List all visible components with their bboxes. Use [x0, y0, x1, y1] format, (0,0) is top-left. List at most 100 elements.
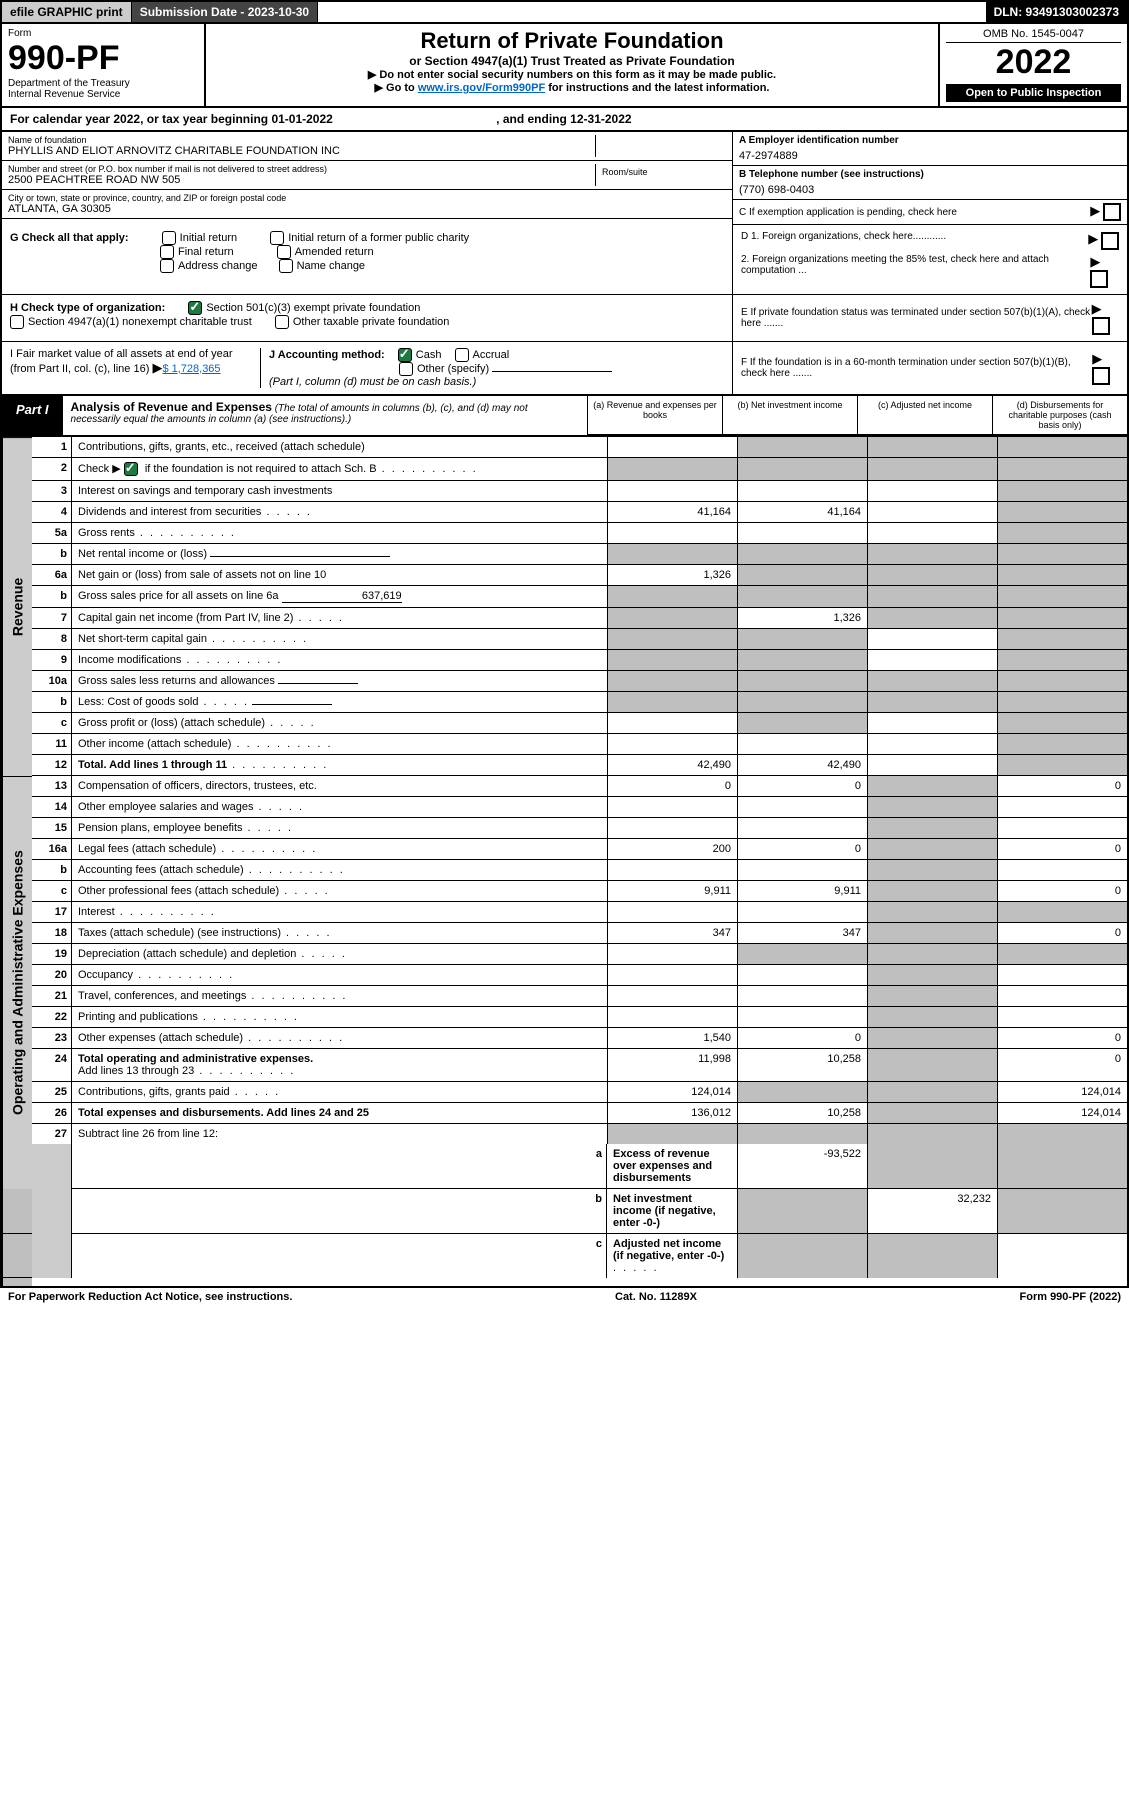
- line-11-num: 11: [32, 734, 72, 755]
- other-taxable-checkbox[interactable]: [275, 315, 289, 329]
- line-16a-desc: Legal fees (attach schedule): [72, 839, 607, 860]
- fmv-link[interactable]: $ 1,728,365: [162, 363, 220, 375]
- f-checkbox[interactable]: [1092, 367, 1110, 385]
- catalog-number: Cat. No. 11289X: [615, 1291, 697, 1303]
- line-23-num: 23: [32, 1028, 72, 1049]
- line-15-num: 15: [32, 818, 72, 839]
- room-label: Room/suite: [602, 167, 720, 177]
- e-label: E If private foundation status was termi…: [741, 307, 1092, 329]
- instr2-post: for instructions and the latest informat…: [548, 82, 769, 94]
- line-12-num: 12: [32, 755, 72, 776]
- 501c3-label: Section 501(c)(3) exempt private foundat…: [206, 302, 420, 314]
- line-5b-num: b: [32, 544, 72, 565]
- 501c3-checkbox[interactable]: [188, 301, 202, 315]
- line-16c-d: 0: [997, 881, 1127, 902]
- initial-return-checkbox[interactable]: [162, 231, 176, 245]
- line-23-d: 0: [997, 1028, 1127, 1049]
- line-7-num: 7: [32, 608, 72, 629]
- expenses-section-label: Operating and Administrative Expenses: [2, 776, 32, 1189]
- cash-checkbox[interactable]: [398, 348, 412, 362]
- line-6a-desc: Net gain or (loss) from sale of assets n…: [72, 565, 607, 586]
- line-2-desc: Check ▶ if the foundation is not require…: [72, 458, 607, 481]
- line-27c-desc: Adjusted net income (if negative, enter …: [607, 1234, 737, 1278]
- submission-date: Submission Date - 2023-10-30: [132, 2, 318, 22]
- amended-checkbox[interactable]: [277, 245, 291, 259]
- address: 2500 PEACHTREE ROAD NW 505: [8, 174, 595, 186]
- omb-number: OMB No. 1545-0047: [946, 28, 1121, 43]
- part1-header: Part I Analysis of Revenue and Expenses …: [0, 396, 1129, 437]
- line-26-num: 26: [32, 1103, 72, 1124]
- line-17-num: 17: [32, 902, 72, 923]
- line-16a-a: 200: [607, 839, 737, 860]
- d2-checkbox[interactable]: [1090, 270, 1108, 288]
- line-13-desc: Compensation of officers, directors, tru…: [72, 776, 607, 797]
- line-5a-num: 5a: [32, 523, 72, 544]
- line-18-num: 18: [32, 923, 72, 944]
- line-21-desc: Travel, conferences, and meetings: [72, 986, 607, 1007]
- line-18-b: 347: [737, 923, 867, 944]
- e-checkbox[interactable]: [1092, 317, 1110, 335]
- line-24-num: 24: [32, 1049, 72, 1082]
- c-checkbox[interactable]: [1103, 203, 1121, 221]
- initial-return: Initial return: [180, 232, 237, 244]
- line-16c-desc: Other professional fees (attach schedule…: [72, 881, 607, 902]
- initial-former: Initial return of a former public charit…: [288, 232, 469, 244]
- initial-former-checkbox[interactable]: [270, 231, 284, 245]
- ein-label: A Employer identification number: [739, 135, 1121, 146]
- accrual-checkbox[interactable]: [455, 348, 469, 362]
- line-24-b: 10,258: [737, 1049, 867, 1082]
- line-6b-val: 637,619: [282, 590, 402, 603]
- line-5a-desc: Gross rents: [72, 523, 607, 544]
- line-20-desc: Occupancy: [72, 965, 607, 986]
- line-4-b: 41,164: [737, 502, 867, 523]
- line-27b-num: b: [72, 1189, 607, 1234]
- ein: 47-2974889: [739, 146, 1121, 162]
- line-14-desc: Other employee salaries and wages: [72, 797, 607, 818]
- g-label: G Check all that apply:: [10, 232, 129, 244]
- address-change: Address change: [178, 260, 258, 272]
- line-27a-num: a: [72, 1144, 607, 1189]
- dln: DLN: 93491303002373: [986, 2, 1127, 22]
- instructions-link[interactable]: www.irs.gov/Form990PF: [418, 82, 545, 94]
- line-16b-desc: Accounting fees (attach schedule): [72, 860, 607, 881]
- line-25-num: 25: [32, 1082, 72, 1103]
- final-return-checkbox[interactable]: [160, 245, 174, 259]
- line-4-num: 4: [32, 502, 72, 523]
- line-14-num: 14: [32, 797, 72, 818]
- line-23-b: 0: [737, 1028, 867, 1049]
- line-10b-desc: Less: Cost of goods sold: [72, 692, 607, 713]
- 4947-label: Section 4947(a)(1) nonexempt charitable …: [28, 316, 252, 328]
- line-1-desc: Contributions, gifts, grants, etc., rece…: [72, 437, 607, 458]
- line-8-num: 8: [32, 629, 72, 650]
- line-12-b: 42,490: [737, 755, 867, 776]
- line-11-desc: Other income (attach schedule): [72, 734, 607, 755]
- top-bar: efile GRAPHIC print Submission Date - 20…: [0, 0, 1129, 24]
- line-27-num: 27: [32, 1124, 72, 1144]
- 4947-checkbox[interactable]: [10, 315, 24, 329]
- sch-b-checkbox[interactable]: [124, 462, 138, 476]
- line-18-d: 0: [997, 923, 1127, 944]
- d1-checkbox[interactable]: [1101, 232, 1119, 250]
- line-26-a: 136,012: [607, 1103, 737, 1124]
- line-4-desc: Dividends and interest from securities: [72, 502, 607, 523]
- line-27b-desc: Net investment income (if negative, ente…: [607, 1189, 737, 1234]
- dept: Department of the Treasury: [8, 78, 198, 89]
- line-6b-num: b: [32, 586, 72, 608]
- revenue-section-label: Revenue: [2, 437, 32, 776]
- efile-print-button[interactable]: efile GRAPHIC print: [2, 2, 132, 22]
- j-note: (Part I, column (d) must be on cash basi…: [269, 376, 476, 388]
- line-27b-b: 32,232: [867, 1189, 997, 1234]
- address-change-checkbox[interactable]: [160, 259, 174, 273]
- h-label: H Check type of organization:: [10, 302, 165, 314]
- name-change-checkbox[interactable]: [279, 259, 293, 273]
- line-18-desc: Taxes (attach schedule) (see instruction…: [72, 923, 607, 944]
- line-18-a: 347: [607, 923, 737, 944]
- line-10c-desc: Gross profit or (loss) (attach schedule): [72, 713, 607, 734]
- line-22-desc: Printing and publications: [72, 1007, 607, 1028]
- line-25-a: 124,014: [607, 1082, 737, 1103]
- line-2-num: 2: [32, 458, 72, 481]
- other-method-checkbox[interactable]: [399, 362, 413, 376]
- line-27a-a: -93,522: [737, 1144, 867, 1189]
- instr-2: ▶ Go to www.irs.gov/Form990PF for instru…: [212, 81, 932, 94]
- line-16b-num: b: [32, 860, 72, 881]
